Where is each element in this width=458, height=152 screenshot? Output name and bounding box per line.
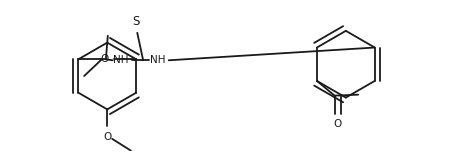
Text: O: O <box>100 54 109 64</box>
Text: S: S <box>133 15 140 28</box>
Text: NH: NH <box>113 55 129 65</box>
Text: O: O <box>333 119 342 129</box>
Text: O: O <box>103 132 111 142</box>
Text: NH: NH <box>149 55 165 65</box>
